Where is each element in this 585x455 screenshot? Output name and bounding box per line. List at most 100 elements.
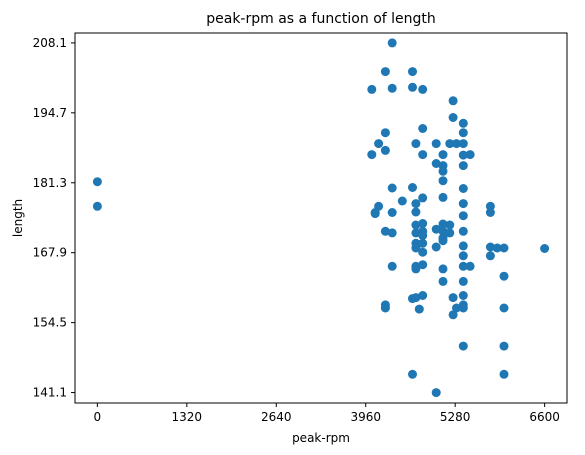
data-point-67 (485, 242, 495, 252)
data-point-100 (408, 369, 417, 379)
data-point-86 (411, 293, 421, 303)
data-point-77 (418, 260, 428, 270)
data-point-29 (438, 166, 448, 176)
data-point-79 (411, 264, 421, 274)
data-point-43 (370, 209, 380, 219)
data-point-47 (458, 211, 468, 221)
data-point-64 (431, 242, 441, 252)
data-point-88 (448, 293, 458, 303)
data-point-82 (438, 276, 448, 286)
data-point-65 (438, 236, 448, 246)
data-point-15 (374, 139, 384, 149)
data-point-36 (438, 192, 448, 202)
x-axis-ticks: 0 1320 2640 3960 5280 6600 (94, 403, 560, 424)
data-point-2 (387, 38, 397, 48)
y-axis-label: length (11, 199, 25, 237)
data-point-70 (492, 243, 502, 253)
data-point-52 (380, 226, 390, 236)
data-point-45 (411, 207, 421, 217)
data-point-63 (418, 238, 428, 248)
data-point-56 (431, 224, 441, 234)
data-points (92, 38, 550, 398)
data-point-37 (397, 196, 407, 206)
data-point-16 (411, 139, 421, 149)
data-point-95 (448, 310, 458, 320)
data-point-44 (387, 208, 397, 217)
data-point-69 (418, 247, 428, 257)
data-point-49 (438, 219, 448, 229)
y-tick-label: 194.7 (33, 106, 67, 120)
data-point-9 (448, 96, 458, 106)
data-point-32 (387, 183, 397, 193)
data-point-14 (458, 128, 468, 138)
y-tick-label: 154.5 (33, 316, 67, 330)
data-point-94 (414, 304, 424, 314)
data-point-93 (380, 303, 390, 313)
data-point-5 (367, 84, 377, 94)
x-axis-label: peak-rpm (292, 431, 350, 445)
x-tick-label: 5280 (440, 410, 471, 424)
data-point-78 (438, 264, 448, 274)
data-point-75 (387, 261, 397, 271)
y-axis-ticks: 141.1 154.5 167.9 181.3 194.7 208.1 (33, 36, 75, 400)
data-point-21 (367, 150, 377, 160)
data-point-73 (458, 251, 468, 261)
data-point-99 (499, 341, 509, 351)
data-point-10 (448, 113, 458, 122)
data-point-7 (408, 82, 417, 92)
data-point-6 (387, 83, 397, 93)
data-point-53 (387, 228, 397, 238)
data-point-98 (458, 341, 468, 351)
data-point-11 (458, 118, 468, 128)
data-point-66 (458, 241, 468, 251)
data-point-59 (418, 231, 428, 240)
data-point-35 (418, 193, 428, 203)
x-tick-label: 2640 (261, 410, 292, 424)
data-point-71 (499, 243, 509, 253)
data-point-83 (458, 276, 468, 286)
data-point-50 (445, 220, 455, 230)
data-point-84 (499, 271, 509, 281)
data-point-19 (452, 139, 461, 149)
data-point-13 (380, 128, 390, 138)
data-point-34 (458, 184, 468, 193)
x-tick-label: 1320 (172, 410, 203, 424)
data-point-91 (458, 303, 468, 313)
data-point-23 (418, 150, 428, 160)
data-point-22 (380, 145, 390, 155)
x-tick-label: 0 (94, 410, 102, 424)
y-tick-label: 141.1 (33, 386, 67, 400)
data-point-61 (445, 228, 455, 238)
data-point-72 (540, 244, 550, 253)
data-point-39 (411, 199, 421, 209)
data-point-81 (465, 261, 475, 271)
data-point-12 (418, 124, 428, 133)
data-point-4 (408, 67, 417, 77)
x-tick-label: 3960 (350, 410, 381, 424)
plot-frame (74, 32, 568, 404)
y-tick-label: 181.3 (33, 176, 67, 190)
data-point-20 (458, 139, 468, 149)
data-point-25 (458, 150, 468, 160)
y-tick-label: 167.9 (33, 246, 67, 260)
data-point-30 (458, 161, 468, 171)
data-point-17 (431, 139, 441, 149)
y-tick-label: 208.1 (33, 36, 67, 50)
data-point-101 (499, 369, 509, 379)
data-point-54 (411, 228, 421, 238)
data-point-41 (485, 201, 495, 211)
data-point-97 (499, 303, 509, 313)
data-point-68 (411, 243, 421, 253)
data-point-74 (485, 251, 495, 261)
data-point-80 (458, 261, 468, 271)
data-point-48 (418, 219, 428, 228)
data-point-27 (431, 159, 441, 168)
data-point-102 (431, 388, 441, 398)
data-point-57 (438, 226, 448, 236)
data-point-8 (418, 84, 428, 94)
data-point-18 (445, 139, 455, 149)
data-point-87 (418, 291, 428, 300)
data-point-51 (411, 220, 421, 230)
data-point-31 (438, 176, 448, 186)
